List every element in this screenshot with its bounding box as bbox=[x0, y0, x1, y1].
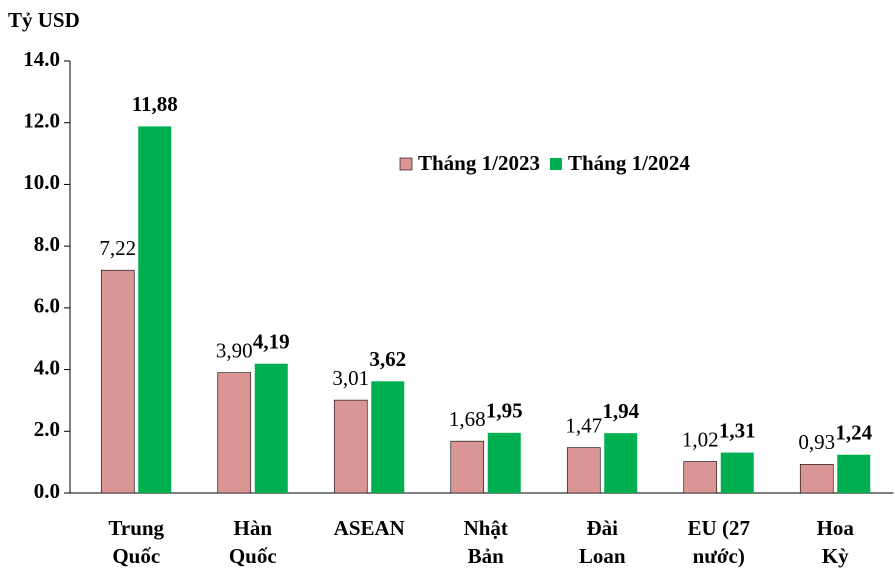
legend-swatch bbox=[549, 158, 562, 170]
value-label: 4,19 bbox=[253, 330, 290, 354]
value-label: 0,93 bbox=[798, 430, 835, 454]
value-label: 1,47 bbox=[565, 413, 602, 437]
value-label: 11,88 bbox=[132, 92, 178, 116]
bar bbox=[487, 432, 521, 493]
x-tick-label: Quốc bbox=[112, 544, 160, 568]
x-tick-label: Loan bbox=[579, 544, 626, 568]
value-label: 1,68 bbox=[449, 407, 486, 431]
value-label: 1,31 bbox=[719, 418, 756, 442]
y-axis-label: Tỷ USD bbox=[8, 8, 80, 32]
y-tick-label: 4.0 bbox=[34, 355, 60, 379]
y-tick-label: 2.0 bbox=[34, 417, 60, 441]
x-tick-label: Quốc bbox=[229, 544, 277, 568]
x-tick-label: ASEAN bbox=[334, 516, 405, 540]
bar bbox=[450, 440, 485, 494]
y-tick-label: 8.0 bbox=[34, 232, 60, 256]
x-tick-label: Đài bbox=[587, 516, 619, 540]
legend-label: Tháng 1/2024 bbox=[568, 151, 690, 175]
value-label: 7,22 bbox=[99, 236, 136, 260]
y-tick-label: 6.0 bbox=[34, 294, 60, 318]
x-tick-label: Hàn bbox=[233, 516, 272, 540]
y-tick-label: 14.0 bbox=[23, 47, 60, 71]
bar bbox=[683, 461, 718, 494]
value-label: 3,01 bbox=[332, 366, 369, 390]
value-label: 1,24 bbox=[835, 421, 872, 445]
y-tick-label: 12.0 bbox=[23, 109, 60, 133]
x-tick-label: EU (27 bbox=[688, 516, 750, 540]
y-tick-label: 0.0 bbox=[34, 479, 60, 503]
x-tick-label: Kỳ bbox=[822, 544, 849, 568]
legend-label: Tháng 1/2023 bbox=[418, 151, 540, 175]
x-tick-label: Trung bbox=[108, 516, 164, 540]
y-tick-label: 10.0 bbox=[23, 170, 60, 194]
value-label: 1,95 bbox=[486, 399, 523, 423]
bar bbox=[138, 126, 172, 493]
bar bbox=[604, 433, 638, 493]
x-tick-label: Bản bbox=[468, 544, 505, 568]
bar bbox=[720, 452, 754, 493]
x-tick-label: Hoa bbox=[817, 516, 855, 540]
bar bbox=[333, 399, 368, 494]
bar bbox=[371, 381, 405, 493]
bar bbox=[837, 454, 871, 493]
value-label: 3,62 bbox=[369, 347, 406, 371]
bar bbox=[254, 363, 288, 493]
bar bbox=[100, 269, 135, 494]
value-label: 3,90 bbox=[216, 338, 253, 362]
bar bbox=[217, 372, 252, 494]
legend-swatch bbox=[399, 157, 413, 171]
bar bbox=[799, 464, 834, 494]
value-label: 1,02 bbox=[682, 427, 719, 451]
value-label: 1,94 bbox=[602, 399, 639, 423]
x-tick-label: nước) bbox=[693, 544, 745, 568]
x-tick-label: Nhật bbox=[464, 516, 508, 540]
bar bbox=[566, 447, 601, 494]
